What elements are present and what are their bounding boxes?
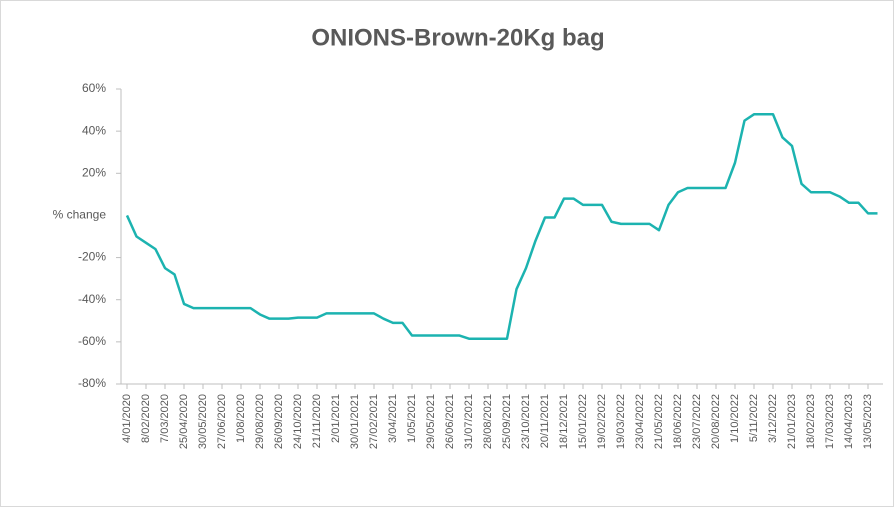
x-tick-label: 17/03/2023 — [824, 394, 836, 449]
x-tick-label: 26/09/2020 — [273, 394, 285, 449]
y-tick-label: -80% — [78, 376, 106, 390]
x-tick-label: 29/05/2021 — [425, 394, 437, 449]
x-tick-label: 28/08/2021 — [482, 394, 494, 449]
x-tick-label: 3/04/2021 — [387, 394, 399, 443]
x-tick-label: 30/01/2021 — [349, 394, 361, 449]
x-tick-label: 13/05/2023 — [862, 394, 874, 449]
x-tick-label: 18/12/2021 — [558, 394, 570, 449]
y-tick-label: 40% — [82, 123, 106, 137]
line — [125, 113, 878, 340]
x-tick-label: 29/08/2020 — [254, 394, 266, 449]
x-tick-label: 21/01/2023 — [786, 394, 798, 449]
x-tick-label: 23/04/2022 — [634, 394, 646, 449]
x-tick-label: 30/05/2020 — [197, 394, 209, 449]
x-tick-label: 27/02/2021 — [368, 394, 380, 449]
x-tick-label: 21/11/2020 — [311, 394, 323, 448]
x-tick-label: 2/01/2021 — [330, 394, 342, 443]
y-tick-label: 60% — [82, 81, 106, 95]
x-tick-label: 3/12/2022 — [767, 394, 779, 443]
y-axis-label: % change — [53, 208, 107, 222]
x-tick-label: 1/05/2021 — [406, 394, 418, 443]
x-tick-label: 19/03/2022 — [615, 394, 627, 449]
x-tick-label: 20/08/2022 — [710, 394, 722, 449]
x-tick-label: 8/02/2020 — [140, 394, 152, 443]
x-tick-label: 23/10/2021 — [520, 394, 532, 449]
x-tick-label: 1/08/2020 — [235, 394, 247, 443]
x-tick-label: 25/04/2020 — [178, 394, 190, 449]
x-tick-label: 24/10/2020 — [292, 394, 304, 449]
x-tick-label: 1/10/2022 — [729, 394, 741, 443]
x-tick-label: 21/05/2022 — [653, 394, 665, 449]
x-tick-label: 15/01/2022 — [577, 394, 589, 449]
x-tick-label: 4/01/2020 — [121, 394, 133, 443]
y-tick-label: -20% — [78, 250, 106, 264]
x-tick-label: 7/03/2020 — [159, 394, 171, 443]
chart-title: ONIONS-Brown-20Kg bag — [311, 24, 604, 51]
x-tick-label: 18/02/2023 — [805, 394, 817, 449]
x-tick-label: 31/07/2021 — [463, 394, 475, 449]
x-tick-label: 26/06/2021 — [444, 394, 456, 449]
x-tick-label: 23/07/2022 — [691, 394, 703, 449]
x-tick-label: 27/06/2020 — [216, 394, 228, 449]
x-tick-label: 18/06/2022 — [672, 394, 684, 449]
x-tick-label: 14/04/2023 — [843, 394, 855, 449]
x-tick-label: 19/02/2022 — [596, 394, 608, 449]
x-tick-label: 25/09/2021 — [501, 394, 513, 449]
x-tick-label: 5/11/2022 — [748, 394, 760, 442]
y-tick-label: -40% — [78, 292, 106, 306]
y-tick-label: 20% — [82, 165, 106, 179]
x-tick-label: 20/11/2021 — [539, 394, 551, 448]
y-tick-label: -60% — [78, 334, 106, 348]
